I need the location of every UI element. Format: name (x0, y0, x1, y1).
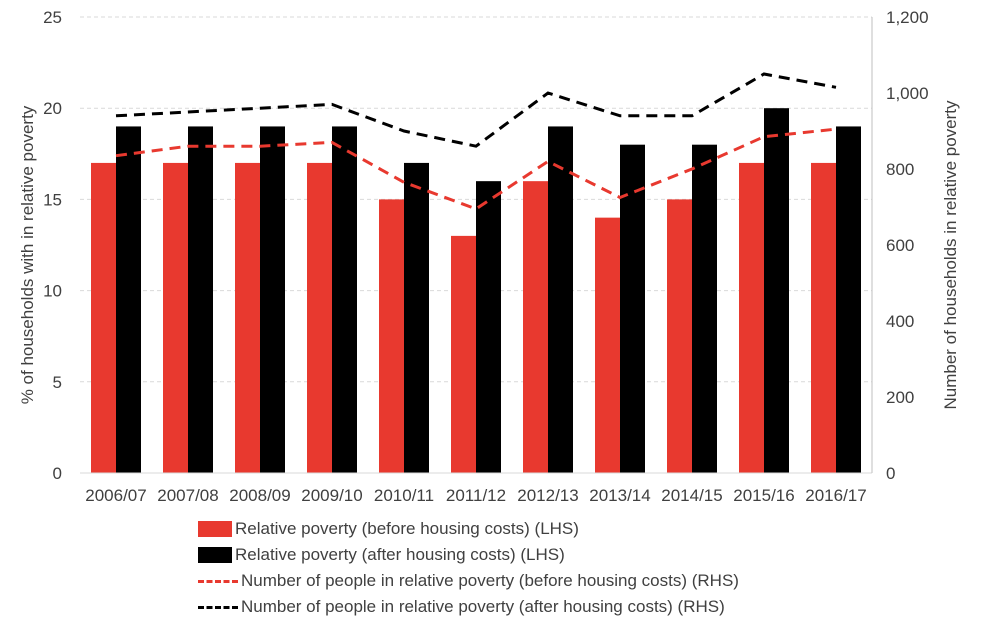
bar-1-8 (692, 144, 717, 473)
bar-0-3 (307, 162, 332, 474)
y2-tick-label: 600 (886, 236, 914, 255)
line-series-1 (115, 72, 837, 148)
bar-1-3 (332, 126, 357, 473)
x-tick-label: 2013/14 (589, 486, 650, 505)
x-tick-label: 2006/07 (85, 486, 146, 505)
y2-axis-title: Number of households in relative poverty (941, 100, 960, 409)
x-tick-label: 2008/09 (229, 486, 290, 505)
y-tick-label: 15 (43, 190, 62, 209)
y2-tick-label: 400 (886, 312, 914, 331)
legend-swatch-after-bar (198, 547, 232, 563)
y-axis-title: % of households with in relative poverty (18, 105, 37, 404)
y-tick-label: 25 (43, 8, 62, 27)
x-tick-label: 2009/10 (301, 486, 362, 505)
x-tick-label: 2014/15 (661, 486, 722, 505)
bar-1-5 (476, 181, 501, 473)
bar-1-9 (764, 108, 789, 473)
x-tick-label: 2007/08 (157, 486, 218, 505)
legend: Relative poverty (before housing costs) … (198, 516, 739, 620)
legend-label-before-line: Number of people in relative poverty (be… (241, 571, 739, 590)
y-tick-label: 5 (53, 373, 62, 392)
y-tick-label: 20 (43, 99, 62, 118)
bar-1-6 (548, 126, 573, 473)
legend-swatch-before-line (198, 579, 238, 583)
legend-item: Relative poverty (before housing costs) … (198, 516, 739, 542)
bar-0-7 (595, 217, 620, 473)
y2-tick-label: 200 (886, 388, 914, 407)
axes (80, 17, 873, 474)
bar-0-8 (667, 199, 692, 473)
legend-swatch-before-bar (198, 521, 232, 537)
bar-0-2 (235, 162, 260, 474)
legend-item: Relative poverty (after housing costs) (… (198, 542, 739, 568)
legend-label-after-bar: Relative poverty (after housing costs) (… (235, 545, 565, 564)
x-tick-label: 2011/12 (446, 486, 506, 505)
bar-0-5 (451, 235, 476, 473)
x-tick-label: 2016/17 (805, 486, 866, 505)
legend-label-after-line: Number of people in relative poverty (af… (241, 597, 725, 616)
y-tick-label: 10 (43, 282, 62, 301)
x-tick-label: 2010/11 (374, 486, 434, 505)
y2-tick-label: 0 (886, 464, 895, 483)
bar-1-4 (404, 162, 429, 474)
y2-tick-label: 800 (886, 160, 914, 179)
bar-series (91, 108, 861, 474)
x-tick-label: 2012/13 (517, 486, 578, 505)
y2-tick-label: 1,000 (886, 84, 929, 103)
legend-item: Number of people in relative poverty (be… (198, 568, 739, 594)
bar-0-0 (91, 162, 116, 474)
legend-label-before-bar: Relative poverty (before housing costs) … (235, 519, 579, 538)
line-series (115, 72, 837, 211)
poverty-chart: 0 5 10 15 20 25 0 200 400 600 800 1,000 1,200 2006/07… (18, 8, 960, 505)
bar-0-6 (523, 181, 548, 473)
bar-0-10 (811, 162, 836, 474)
legend-swatch-after-line (198, 605, 238, 609)
y-tick-label: 0 (53, 464, 62, 483)
y2-tick-label: 1,200 (886, 8, 929, 27)
bar-0-4 (379, 199, 404, 473)
bar-1-1 (188, 126, 213, 473)
bar-1-2 (260, 126, 285, 473)
bar-1-10 (836, 126, 861, 473)
bar-1-0 (116, 126, 141, 473)
tick-labels: 0 5 10 15 20 25 0 200 400 600 800 1,000 1,200 2006/07… (43, 8, 928, 505)
legend-item: Number of people in relative poverty (af… (198, 594, 739, 620)
bar-1-7 (620, 144, 645, 473)
bar-0-9 (739, 162, 764, 474)
x-tick-label: 2015/16 (733, 486, 794, 505)
bar-0-1 (163, 162, 188, 474)
